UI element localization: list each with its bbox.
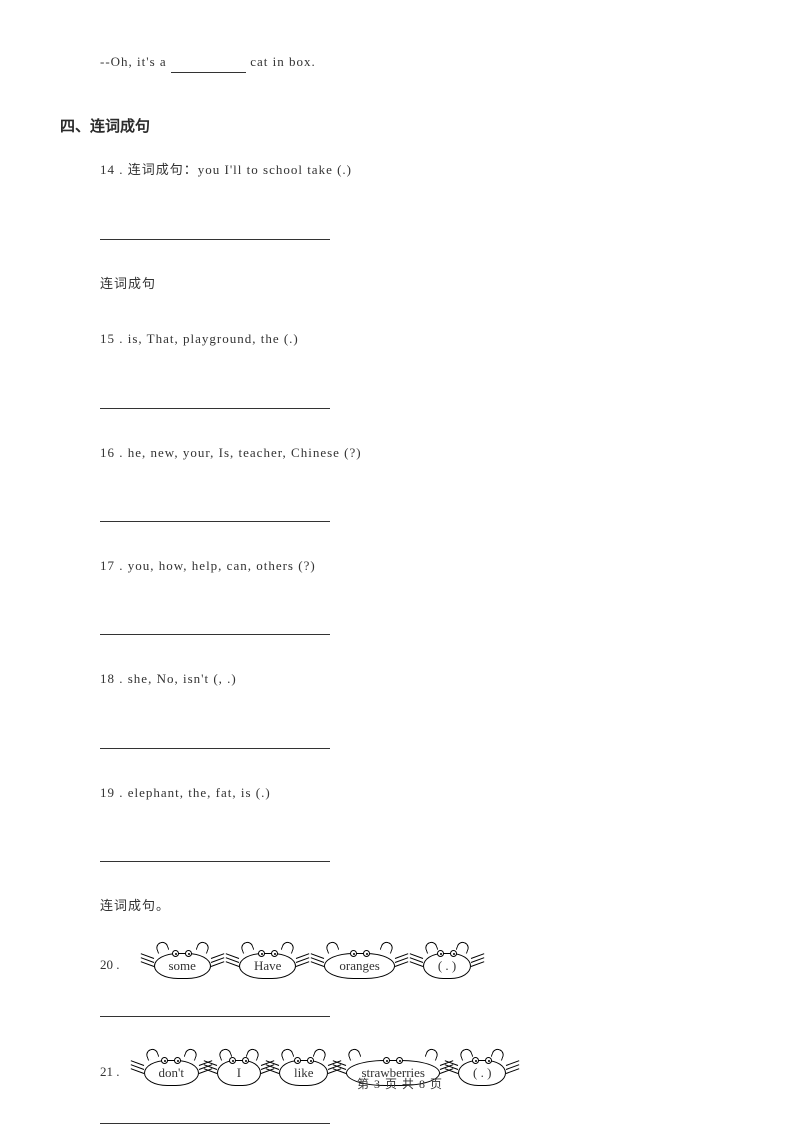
crab-word: ( . ) <box>423 950 471 979</box>
crab-word: some <box>154 950 211 979</box>
subheading: 连词成句 <box>60 272 740 295</box>
question-19: 19 . elephant, the, fat, is (.) <box>60 781 740 804</box>
question-20-row: 20 . some Have oranges ( . ) <box>60 950 740 979</box>
question-14: 14 . 连词成句：you I'll to school take (.) <box>60 158 740 181</box>
question-18: 18 . she, No, isn't (, .) <box>60 667 740 690</box>
question-16: 16 . he, new, your, Is, teacher, Chinese… <box>60 441 740 464</box>
question-15: 15 . is, That, playground, the (.) <box>60 327 740 350</box>
answer-blank[interactable] <box>100 1110 330 1124</box>
answer-blank[interactable] <box>100 848 330 862</box>
top-prefix: --Oh, it's a <box>100 54 171 69</box>
crab-word: Have <box>239 950 296 979</box>
section-heading: 四、连词成句 <box>60 115 740 136</box>
answer-blank[interactable] <box>100 1003 330 1017</box>
subheading-2: 连词成句。 <box>60 894 740 917</box>
answer-blank[interactable] <box>100 735 330 749</box>
fill-blank[interactable] <box>171 59 246 73</box>
answer-blank[interactable] <box>100 395 330 409</box>
question-17: 17 . you, how, help, can, others (?) <box>60 554 740 577</box>
answer-blank[interactable] <box>100 621 330 635</box>
crab-word: oranges <box>324 950 394 979</box>
q20-number: 20 . <box>100 957 126 979</box>
page-footer: 第 3 页 共 8 页 <box>0 1075 800 1092</box>
question-line-top: --Oh, it's a cat in box. <box>60 50 740 73</box>
top-suffix: cat in box. <box>250 54 316 69</box>
answer-blank[interactable] <box>100 508 330 522</box>
answer-blank[interactable] <box>100 226 330 240</box>
